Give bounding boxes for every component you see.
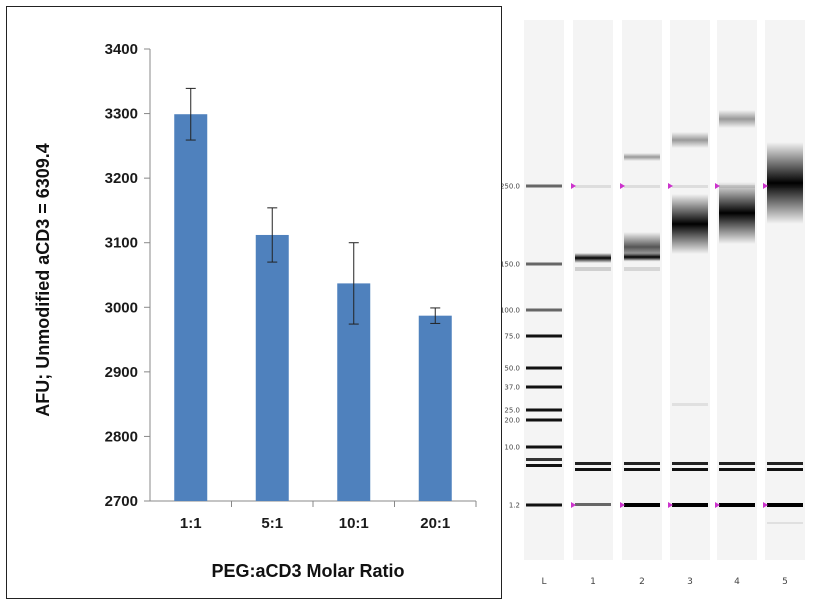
lower-marker-band: [672, 503, 708, 507]
system-band: [719, 462, 755, 465]
lower-marker-band: [624, 503, 660, 507]
y-tick-label: 2800: [105, 428, 138, 445]
ladder-marker-label: 250.0: [502, 183, 520, 191]
y-tick-label: 2900: [105, 364, 138, 381]
system-band: [767, 468, 803, 471]
bar: [255, 234, 289, 502]
ladder-band: [526, 458, 562, 461]
lane-label: L: [541, 577, 546, 587]
faint-band: [672, 132, 708, 148]
gel-lane: [765, 20, 805, 560]
sample-band: [624, 253, 660, 261]
ladder-marker-label: 50.0: [504, 365, 520, 373]
lower-marker-band: [575, 503, 611, 506]
alignment-marker-icon: [715, 183, 720, 189]
alignment-marker-icon: [668, 183, 673, 189]
faint-band: [719, 110, 755, 128]
sample-band: [624, 267, 660, 271]
y-tick-label: 2700: [105, 493, 138, 510]
alignment-marker-icon: [620, 183, 625, 189]
lane-label: 4: [734, 577, 740, 587]
x-tick-label: 20:1: [420, 515, 450, 532]
faint-band: [767, 522, 803, 524]
y-tick-label: 3300: [105, 106, 138, 123]
ladder-band: [526, 445, 562, 449]
faint-band: [672, 403, 708, 406]
ladder-band: [526, 464, 562, 467]
x-tick-label: 10:1: [339, 515, 369, 532]
alignment-marker-icon: [715, 502, 720, 508]
upper-marker-band: [672, 185, 708, 188]
sample-band: [575, 253, 611, 263]
faint-band: [624, 153, 660, 161]
alignment-marker-icon: [571, 183, 576, 189]
system-band: [672, 462, 708, 465]
lane-label: 3: [687, 577, 693, 587]
lane-label: 5: [782, 577, 788, 587]
gel-lane: [670, 20, 710, 560]
y-axis-title: AFU; Unmodified aCD3 = 6309.4: [33, 143, 53, 417]
alignment-marker-icon: [571, 502, 576, 508]
ladder-marker-label: 1.2: [509, 502, 520, 510]
y-tick-label: 3000: [105, 299, 138, 316]
alignment-marker-icon: [620, 502, 625, 508]
gel-lane: [524, 20, 564, 560]
gel-panel: 250.0 150.0 100.0 75.0 50.0 37.0 25.0 20.0 10.0 1…: [502, 6, 810, 599]
ladder-marker-label: 10.0: [504, 444, 520, 452]
ladder-marker-label: 100.0: [502, 307, 520, 315]
system-band: [767, 462, 803, 465]
gel-lane: [573, 20, 613, 560]
bar-chart-panel: 2700 2800 2900 3000 3100 3200 3300 3400 1:1 5:1 10…: [6, 6, 502, 599]
lane-label: 2: [639, 577, 645, 587]
ladder-marker-label: 25.0: [504, 407, 520, 415]
ladder-band: [526, 385, 562, 389]
sample-smear: [672, 194, 708, 254]
upper-marker-band: [624, 185, 660, 188]
ladder-band: [526, 334, 562, 338]
ladder-band: [526, 408, 562, 412]
system-band: [624, 468, 660, 471]
y-tick-label: 3100: [105, 235, 138, 252]
gel-image: 250.0 150.0 100.0 75.0 50.0 37.0 25.0 20.0 10.0 1…: [502, 20, 805, 587]
ladder-band: [526, 308, 562, 312]
system-band: [575, 468, 611, 471]
lane-label: 1: [590, 577, 596, 587]
y-tick-label: 3400: [105, 41, 138, 58]
alignment-marker-icon: [763, 502, 768, 508]
sample-smear: [767, 142, 803, 224]
lower-marker-band: [719, 503, 755, 507]
ladder-marker-label: 37.0: [504, 384, 520, 392]
ladder-band: [526, 184, 562, 188]
system-band: [719, 468, 755, 471]
gel-lane: [622, 20, 662, 560]
ladder-band: [526, 503, 562, 507]
lower-marker-band: [767, 503, 803, 507]
system-band: [575, 462, 611, 465]
alignment-marker-icon: [763, 183, 768, 189]
ladder-marker-label: 150.0: [502, 261, 520, 269]
x-axis-title: PEG:aCD3 Molar Ratio: [211, 561, 404, 581]
x-tick-label: 5:1: [261, 515, 283, 532]
ladder-marker-label: 75.0: [504, 333, 520, 341]
sample-band: [575, 267, 611, 271]
bar-chart: 2700 2800 2900 3000 3100 3200 3300 3400 1:1 5:1 10…: [33, 41, 477, 581]
gel-lane: [717, 20, 757, 560]
sample-smear: [719, 182, 755, 244]
y-tick-label: 3200: [105, 170, 138, 187]
alignment-marker-icon: [668, 502, 673, 508]
bar: [174, 114, 208, 502]
ladder-band: [526, 418, 562, 422]
ladder-marker-label: 20.0: [504, 417, 520, 425]
upper-marker-band: [575, 185, 611, 188]
ladder-band: [526, 262, 562, 266]
ladder-band: [526, 366, 562, 370]
bar: [418, 315, 452, 501]
x-tick-label: 1:1: [180, 515, 202, 532]
system-band: [624, 462, 660, 465]
system-band: [672, 468, 708, 471]
